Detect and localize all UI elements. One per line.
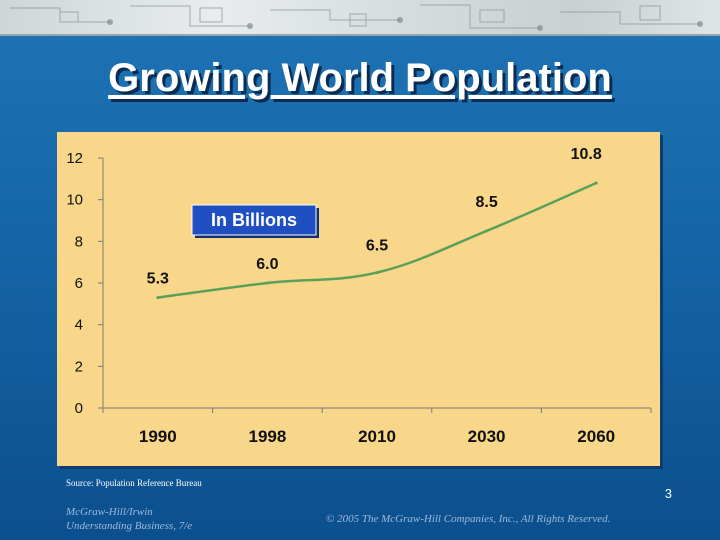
data-point	[594, 181, 598, 185]
x-tick-label: 2010	[358, 427, 396, 446]
footer-publisher-line2: Understanding Business, 7/e	[66, 520, 193, 532]
x-tick-label: 2030	[468, 427, 506, 446]
data-point	[485, 229, 489, 233]
population-line-chart: 0 2 4 6 8 10 12 1990 1998 2010 2030 2060 5.3 6.0 6.5 8.…	[66, 146, 652, 446]
chart-panel: 0 2 4 6 8 10 12 1990 1998 2010 2030 2060 5.3 6.0 6.5 8.…	[57, 132, 660, 466]
data-label: 6.0	[256, 256, 278, 273]
top-banner	[0, 0, 720, 36]
x-tick-label: 2060	[577, 427, 615, 446]
y-tick-label: 8	[75, 233, 83, 250]
x-tick-label: 1998	[248, 427, 286, 446]
footer-publisher: McGraw-Hill/Irwin Understanding Business…	[66, 505, 192, 533]
page-number: 3	[664, 486, 672, 501]
source-note: Source: Population Reference Bureau	[66, 478, 202, 488]
y-tick-label: 6	[75, 275, 83, 292]
circuit-pattern-decoration	[10, 4, 703, 31]
annotation-badge	[191, 204, 317, 236]
data-point	[375, 271, 379, 275]
x-tick-label: 1990	[139, 427, 177, 446]
slide-title: Growing World Population	[108, 56, 612, 100]
y-tick-label: 12	[66, 150, 83, 167]
footer-copyright: © 2005 The McGraw-Hill Companies, Inc., …	[326, 513, 611, 525]
y-tick-label: 0	[75, 400, 83, 417]
footer-publisher-line1: McGraw-Hill/Irwin	[66, 506, 153, 518]
y-tick-label: 10	[66, 192, 83, 209]
y-tick-label: 4	[75, 317, 83, 334]
data-point	[265, 281, 269, 285]
annotation-badge-label: In Billions	[211, 210, 297, 230]
data-label: 6.5	[366, 238, 388, 255]
data-label: 8.5	[475, 194, 497, 211]
data-label: 10.8	[571, 146, 602, 163]
data-point	[156, 296, 160, 300]
data-label: 5.3	[147, 271, 169, 288]
y-tick-label: 2	[75, 358, 83, 375]
